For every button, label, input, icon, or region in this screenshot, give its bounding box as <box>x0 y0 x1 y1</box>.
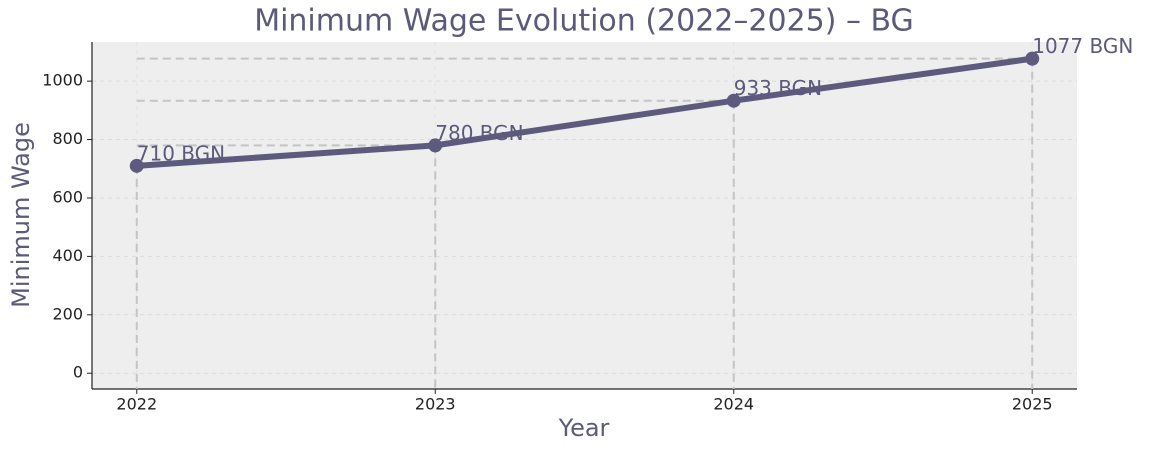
x-tick-label: 2025 <box>1012 395 1053 414</box>
x-axis-label: Year <box>558 414 610 442</box>
plot-area <box>92 42 1077 389</box>
y-tick-label: 200 <box>52 304 83 323</box>
value-label: 1077 BGN <box>1032 34 1133 58</box>
point <box>129 158 144 173</box>
y-axis-label: Minimum Wage <box>7 122 35 308</box>
plot-layer: 0 200 400 600 800 1000 2022 2023 2024 2025 710 BGN… <box>42 34 1133 413</box>
value-label: 780 BGN <box>435 121 523 145</box>
y-tick-label: 400 <box>52 246 83 265</box>
chart-title: Minimum Wage Evolution (2022–2025) – BG <box>254 4 914 39</box>
x-tick-label: 2024 <box>713 395 754 414</box>
value-label: 933 BGN <box>734 76 822 100</box>
y-tick-label: 0 <box>73 363 83 382</box>
series-line <box>136 55 1033 169</box>
x-tick-label: 2023 <box>415 395 456 414</box>
point <box>428 138 443 153</box>
value-label: 710 BGN <box>137 141 225 165</box>
y-tick-label: 1000 <box>42 71 83 90</box>
point <box>726 93 741 108</box>
point <box>1025 51 1040 66</box>
y-tick-label: 600 <box>52 187 83 206</box>
x-tick-label: 2022 <box>116 395 157 414</box>
y-tick-label: 800 <box>52 129 83 148</box>
